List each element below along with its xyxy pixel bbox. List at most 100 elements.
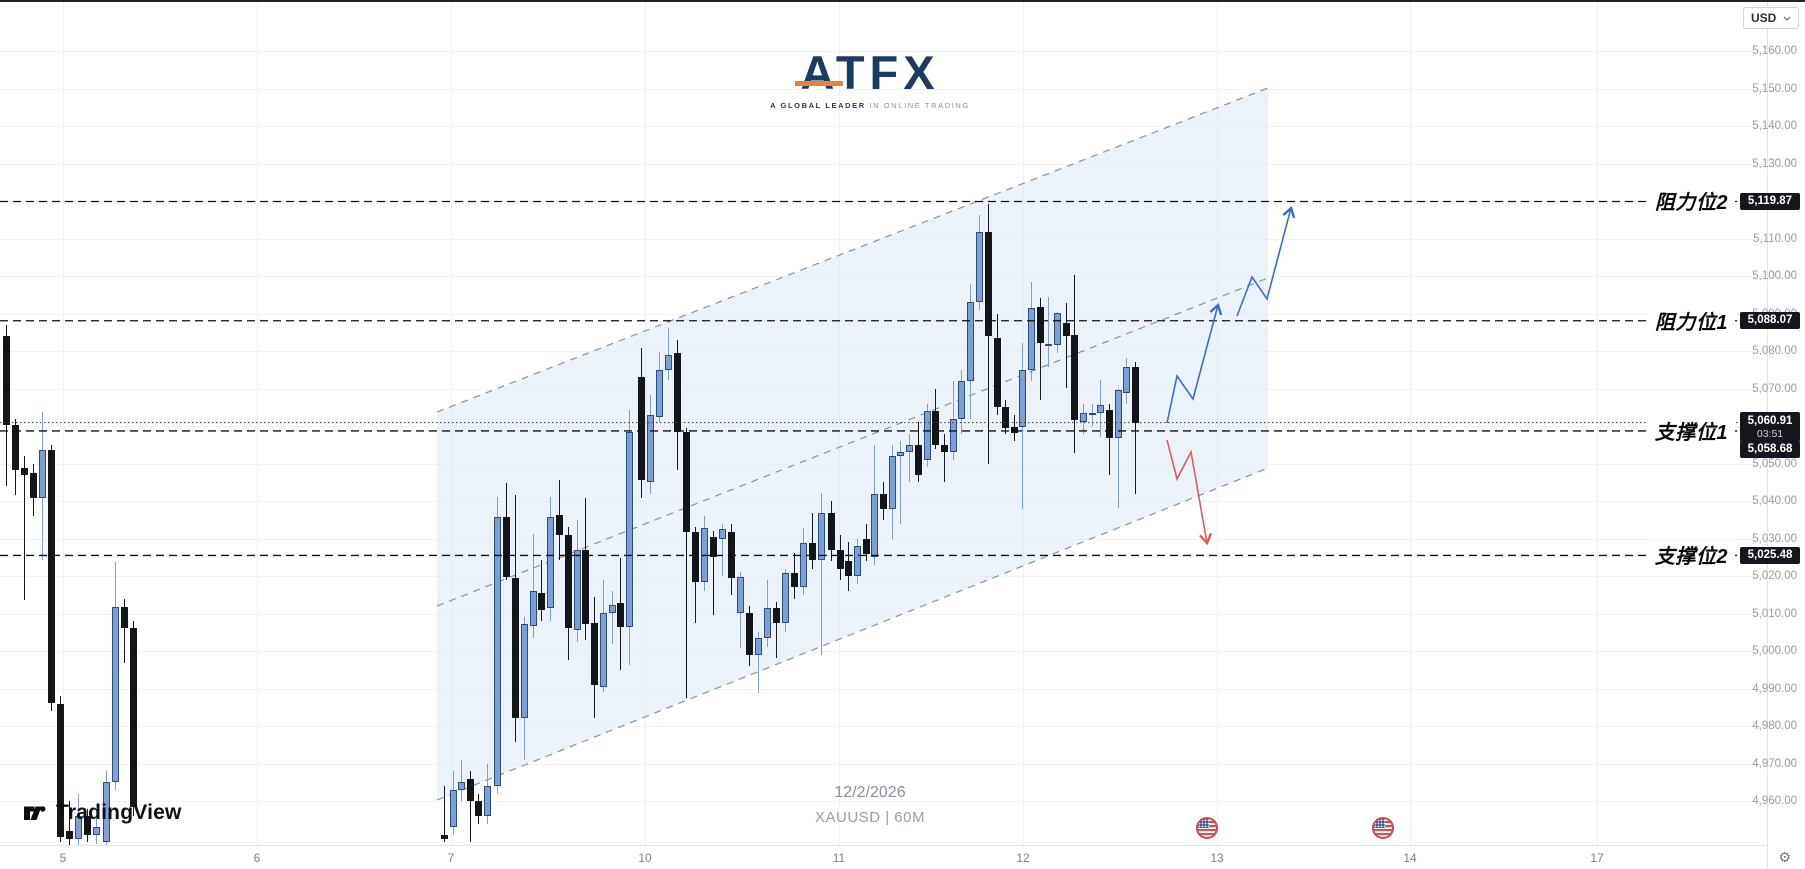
price-axis-label: 5,150.00 [1752,82,1797,95]
candle-body [1010,427,1018,434]
candle-body [896,452,904,456]
candle-body [47,450,55,704]
candle-body [1044,343,1052,346]
candle-wick [943,433,945,483]
price-axis-label: 5,050.00 [1752,457,1797,470]
candle-body [38,450,46,498]
time-axis-label: 11 [832,851,846,865]
candle-body [853,546,861,576]
candle-body [537,592,545,610]
candle-body [1088,412,1096,415]
candle-body [957,381,965,419]
candle-body [483,786,491,816]
candle-body [599,613,607,687]
time-axis-label: 13 [1210,851,1224,865]
resistance-price-badge: 5,119.87 [1740,192,1800,210]
candle-body [763,607,771,638]
candle-body [1122,367,1130,393]
price-axis-label: 5,040.00 [1752,495,1797,507]
candle-body [984,232,992,337]
candle-body [1105,409,1113,438]
last-price-badge: 5,060.91 03:51 [1740,411,1800,442]
resistance-label-阻力位2[interactable]: 阻力位2 [1647,186,1735,216]
candle-body [836,549,844,569]
candle-body [83,816,91,835]
candle-body [474,801,482,816]
candle-body [74,816,82,839]
tradingview-label: TradingView [56,800,182,824]
candle-body [700,528,708,582]
candle-body [993,337,1001,407]
us-flag-event-icon[interactable] [1196,817,1218,839]
time-axis-label: 10 [638,851,652,865]
price-axis-label: 4,990.00 [1752,682,1797,695]
candle-body [1036,307,1044,344]
candle-body [646,415,654,482]
price-axis-label: 5,020.00 [1752,570,1797,582]
time-axis-label: 14 [1403,851,1417,865]
candle-body [817,513,825,560]
price-axis-label: 5,130.00 [1752,157,1797,170]
candle-body [466,778,474,801]
candle-body [691,532,699,582]
candle-body [637,376,645,480]
candle-body [564,534,572,629]
candle-body [827,513,835,550]
candle-body [65,831,73,839]
chevron-down-icon [1783,16,1791,21]
candle-body [546,517,554,608]
candle-body [520,624,528,719]
currency-selector[interactable]: USD [1743,7,1799,29]
candle-body [129,628,137,807]
support-label-支撑位2[interactable]: 支撑位2 [1647,540,1735,570]
candle-wick [68,801,70,846]
candle-body [581,549,589,625]
watermark-symbol-timeframe: XAUUSD | 60M [815,809,925,826]
time-axis-label: 12 [1016,851,1030,865]
candle-body [862,538,870,554]
candle-body [608,604,616,614]
candle-wick [908,433,910,483]
resistance-label-阻力位1[interactable]: 阻力位1 [1647,305,1735,335]
resistance-price-badge: 5,088.07 [1740,312,1800,330]
candle-wick [811,513,813,569]
candle-wick [469,771,471,843]
price-axis-label: 5,160.00 [1752,45,1797,57]
candle-body [940,444,948,453]
candle-body [1062,322,1070,336]
candle-body [1079,412,1087,422]
candle-body [754,637,762,656]
window-top-border [0,0,1805,2]
candle-body [655,370,663,417]
price-axis-label: 5,100.00 [1752,270,1797,282]
time-axis[interactable] [0,845,1805,869]
candle-body [616,603,624,627]
candle-body [772,607,780,623]
candlestick-series[interactable] [0,0,1768,869]
gridline-horizontal [0,51,1768,52]
time-axis-label: 5 [59,851,67,865]
candle-body [555,514,563,535]
axis-settings-gear-icon[interactable]: ⚙ [1778,849,1791,865]
candle-wick [443,786,445,843]
us-flag-event-icon[interactable] [1372,817,1394,839]
candle-body [1096,405,1104,413]
support-label-支撑位1[interactable]: 支撑位1 [1647,415,1735,445]
currency-selector-value: USD [1751,11,1777,25]
candle-body [879,493,887,509]
candle-body [808,543,816,560]
price-axis-label: 4,960.00 [1752,795,1797,807]
tradingview-logo[interactable]: TradingView [22,799,182,826]
candle-body [1053,313,1061,345]
price-axis-label: 5,030.00 [1752,532,1797,545]
candle-body [790,573,798,587]
price-axis-label: 5,080.00 [1752,345,1797,357]
candle-body [493,517,501,786]
candle-body [625,432,633,627]
support-price-badge: 5,025.48 [1740,546,1800,564]
last-price-value: 5,060.91 [1747,414,1793,427]
atfx-orange-bar-icon [795,81,844,86]
candle-body [781,573,789,623]
candle-body [92,827,100,835]
